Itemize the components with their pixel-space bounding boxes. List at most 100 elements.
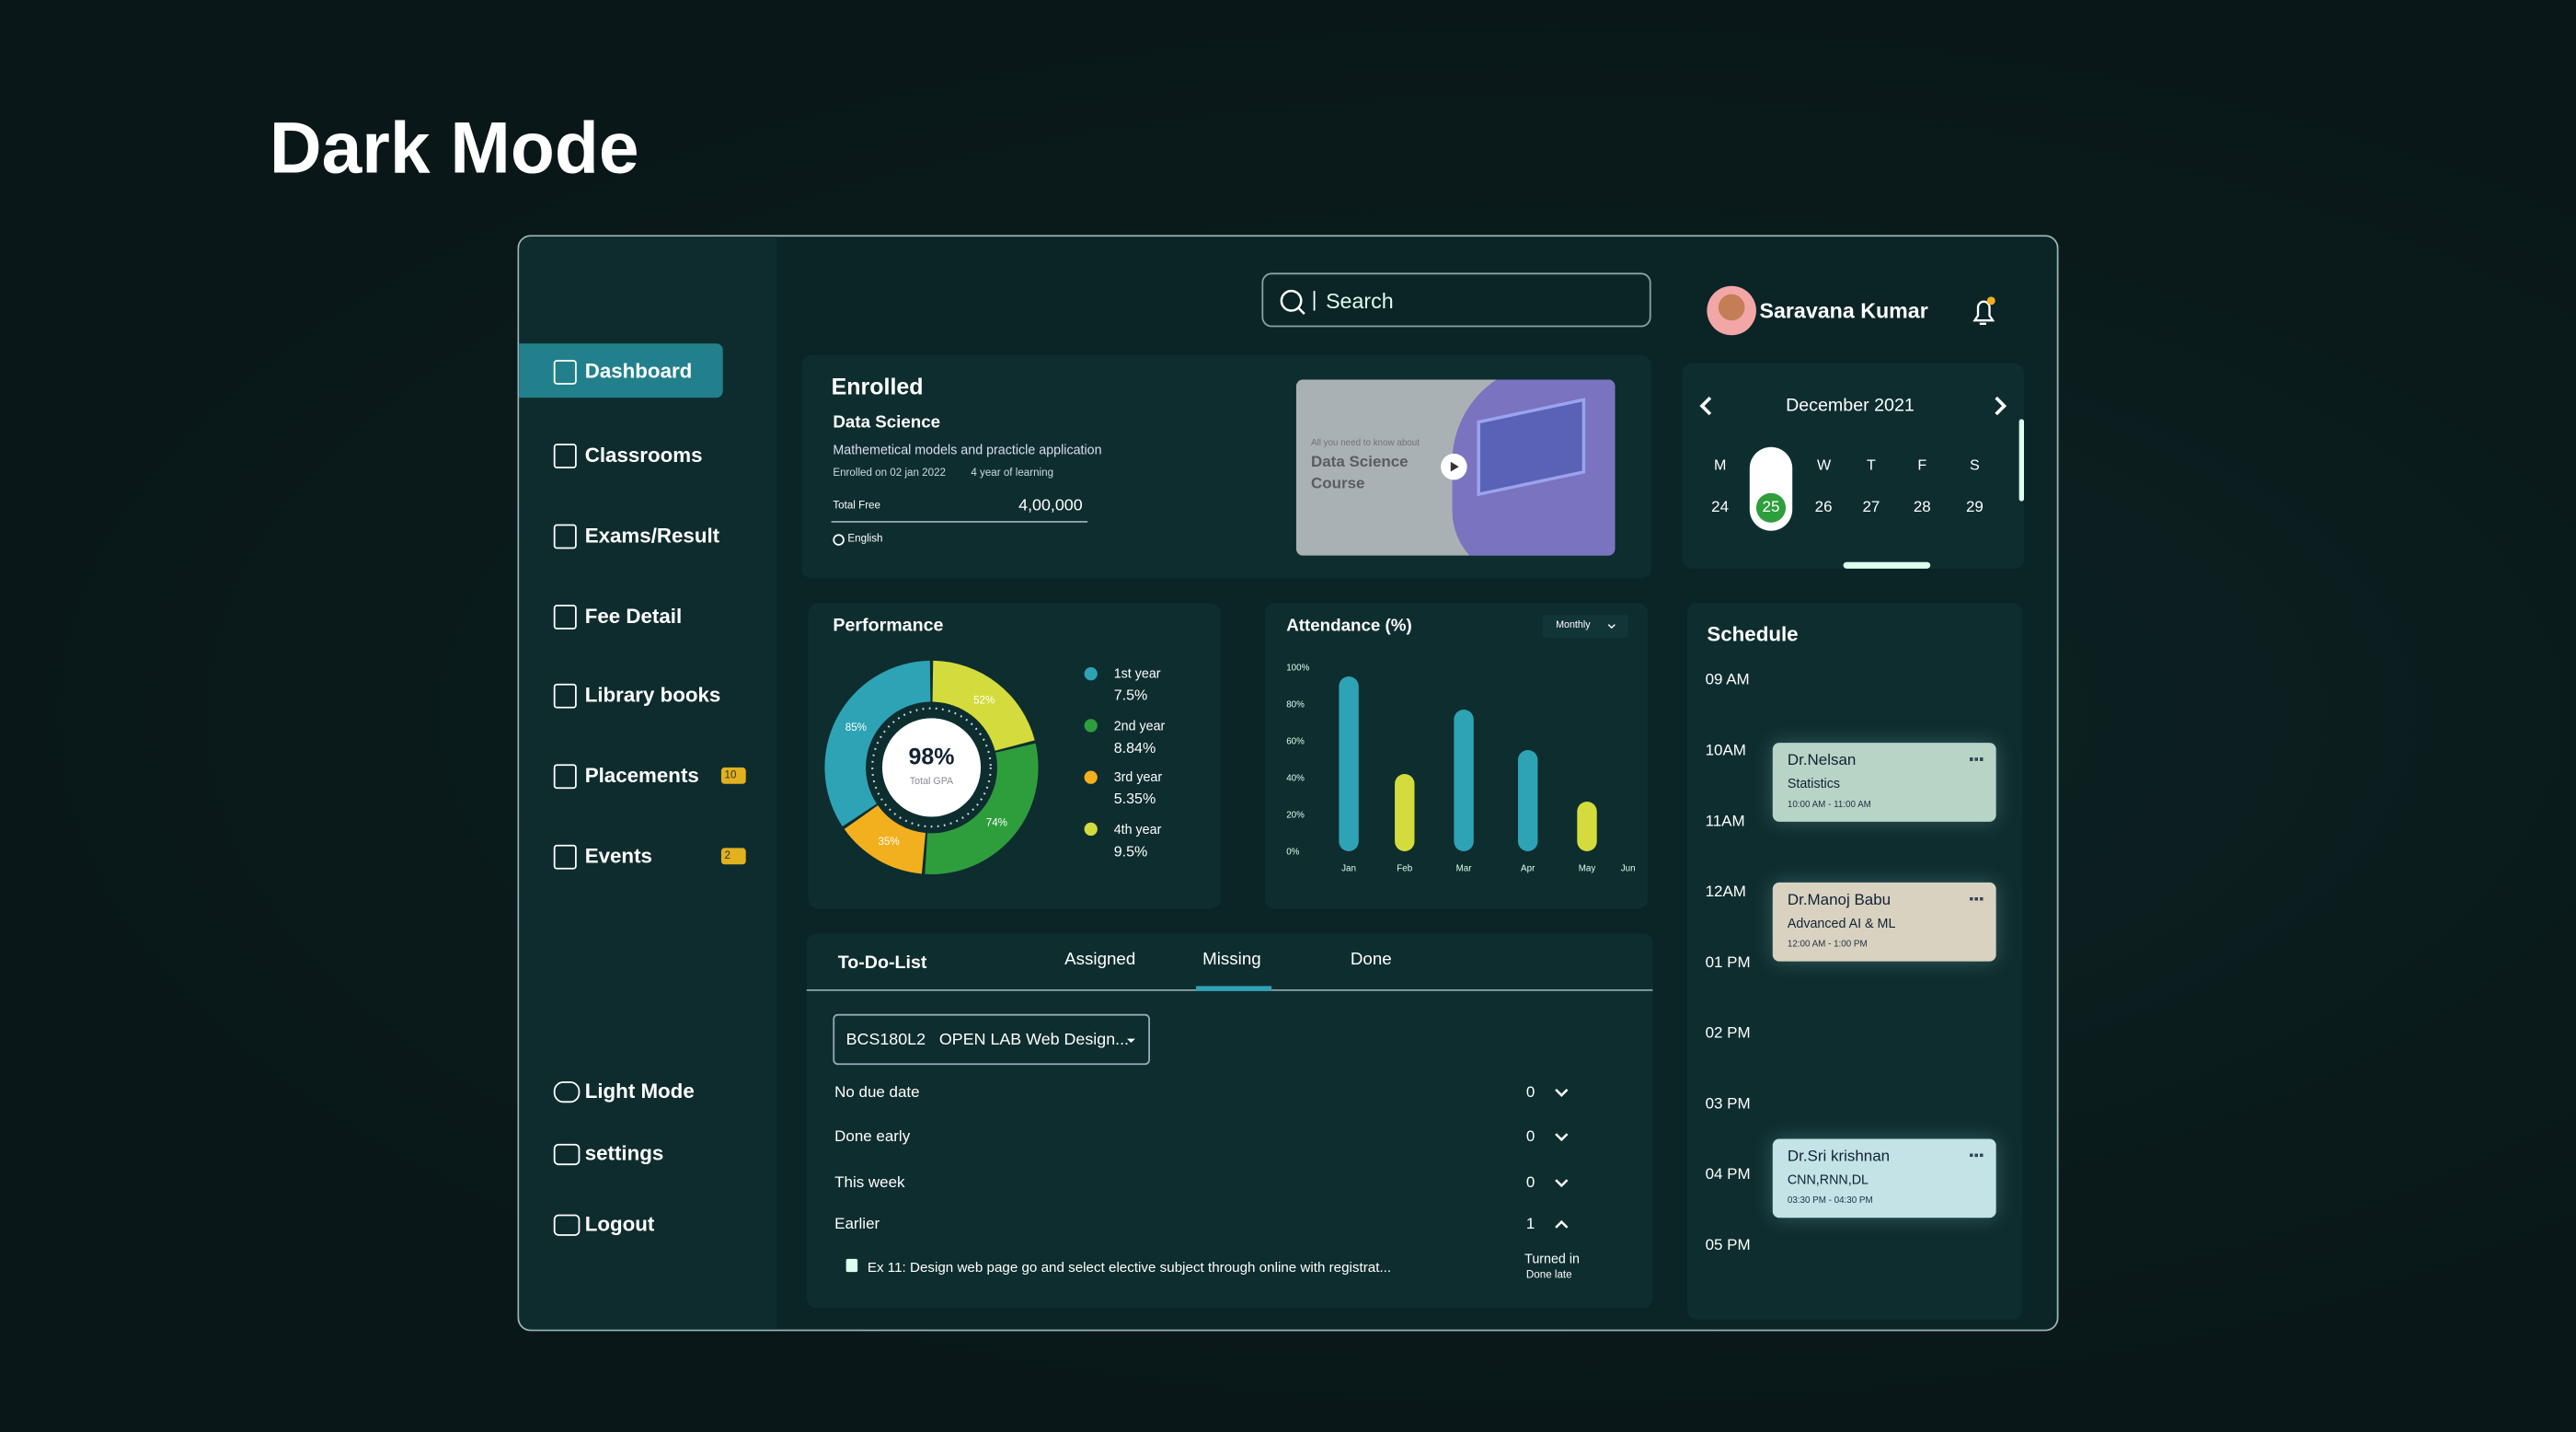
search-icon [1280, 289, 1303, 312]
time-label: 03 PM [1705, 1095, 1751, 1114]
day[interactable]: 29 [1965, 498, 1984, 517]
chevron [1607, 624, 1616, 629]
segment-label: 85% [845, 722, 867, 733]
dropdown-caret [1126, 1038, 1135, 1044]
tab[interactable]: Assigned [1064, 950, 1136, 970]
nav-icon [553, 1143, 581, 1166]
nav-item[interactable]: Placements [584, 764, 699, 788]
time-label: 10AM [1705, 742, 1746, 760]
time-label: 04 PM [1705, 1165, 1751, 1184]
legend-label: 4th year [1113, 821, 1162, 837]
event-time: 12:00 AM - 1:00 PM [1787, 940, 1868, 951]
nav-bottom-item[interactable]: settings [584, 1142, 664, 1166]
time-label: 05 PM [1705, 1236, 1751, 1255]
user-name[interactable]: Saravana Kumar [1759, 298, 1928, 323]
nav-icon [553, 444, 577, 468]
course-dropdown-label[interactable]: BCS180L2 OPEN LAB Web Design... [845, 1031, 1130, 1050]
event-subject: Statistics [1787, 776, 1841, 791]
legend-label: 1st year [1113, 666, 1161, 682]
event-menu[interactable] [1970, 896, 1984, 904]
x-tick-label: Feb [1397, 863, 1412, 873]
calendar-handle [1843, 561, 1931, 569]
enrolled-title: Enrolled [831, 373, 924, 399]
segment-label: 35% [878, 836, 899, 848]
nav-icon [553, 1214, 581, 1236]
nav-icon [553, 683, 577, 709]
bar [1517, 749, 1538, 851]
legend-swatch [1084, 770, 1098, 784]
legend-swatch [1084, 719, 1098, 733]
row-chevron[interactable] [1555, 1089, 1569, 1097]
search-icon [1296, 306, 1305, 315]
event-time: 03:30 PM - 04:30 PM [1787, 1195, 1873, 1207]
todo-row-label[interactable]: Earlier [834, 1215, 880, 1234]
calendar-today-dot [1755, 492, 1787, 523]
fee-underline [831, 521, 1088, 523]
row-chevron[interactable] [1555, 1179, 1569, 1188]
tab[interactable]: Missing [1202, 950, 1261, 970]
course-dropdown[interactable] [833, 1013, 1150, 1066]
day[interactable]: 27 [1862, 498, 1880, 517]
next-month[interactable] [1995, 396, 2007, 416]
day[interactable]: 26 [1814, 498, 1833, 517]
todo-row-label[interactable]: Done early [834, 1127, 911, 1147]
day[interactable]: 24 [1711, 498, 1730, 517]
globe-icon [833, 534, 845, 546]
nav-bottom-item[interactable]: Logout [584, 1212, 655, 1236]
event-card[interactable] [1772, 743, 1996, 822]
weekday: F [1917, 456, 1927, 474]
search-placeholder[interactable]: Search [1326, 288, 1394, 314]
segment-label: 52% [973, 694, 995, 706]
nav-item[interactable]: Exams/Result [584, 524, 720, 548]
nav-active-bg [519, 343, 723, 398]
bell[interactable] [1972, 300, 1995, 325]
todo-item[interactable]: Ex 11: Design web page go and select ele… [867, 1258, 1392, 1276]
legend-value: 5.35% [1113, 790, 1156, 807]
todo-title: To-Do-List [837, 953, 927, 974]
y-tick-label: 80% [1286, 700, 1305, 710]
nav-icon [553, 360, 577, 385]
donut-dots [871, 707, 992, 828]
clipboard-icon [845, 1258, 858, 1273]
course-name: Data Science [833, 412, 941, 433]
prev-month[interactable] [1699, 396, 1712, 416]
weekday: M [1713, 456, 1727, 474]
nav-bottom-item[interactable]: Light Mode [584, 1080, 695, 1103]
tab[interactable]: Done [1350, 950, 1392, 970]
chart-title: Attendance (%) [1286, 616, 1412, 637]
event-menu[interactable] [1970, 757, 1984, 764]
tab-underline [1195, 986, 1272, 991]
row-chevron[interactable] [1555, 1219, 1569, 1229]
todo-row-count: 1 [1525, 1215, 1535, 1234]
weekday: T [1766, 456, 1776, 474]
todo-row-label[interactable]: This week [834, 1173, 905, 1193]
language: English [847, 533, 883, 545]
thumb-kicker: All you need to know about [1310, 438, 1420, 449]
x-tick-label: Apr [1521, 863, 1535, 873]
nav-item[interactable]: Library books [584, 683, 721, 707]
nav-item[interactable]: Classrooms [584, 444, 703, 468]
calendar-card [1682, 363, 2024, 569]
search-box[interactable] [1261, 272, 1651, 328]
event-card[interactable] [1772, 1138, 1996, 1218]
nav-item[interactable]: Events [584, 844, 652, 868]
fee-label: Total Free [833, 500, 880, 513]
row-chevron[interactable] [1555, 1133, 1569, 1142]
day[interactable]: 25 [1762, 498, 1780, 517]
nav-item[interactable]: Fee Detail [584, 605, 683, 629]
y-tick-label: 100% [1286, 664, 1309, 674]
event-menu[interactable] [1970, 1153, 1984, 1161]
bar [1339, 676, 1359, 851]
event-card[interactable] [1772, 882, 1996, 962]
course-description: Mathemetical models and practicle applic… [833, 443, 1102, 458]
y-tick-label: 40% [1286, 774, 1305, 784]
nav-item[interactable]: Dashboard [584, 360, 693, 384]
event-name: Dr.Sri krishnan [1787, 1148, 1891, 1166]
todo-row-label[interactable]: No due date [834, 1083, 920, 1103]
period-label[interactable]: Monthly [1556, 620, 1591, 631]
day[interactable]: 28 [1913, 498, 1931, 517]
